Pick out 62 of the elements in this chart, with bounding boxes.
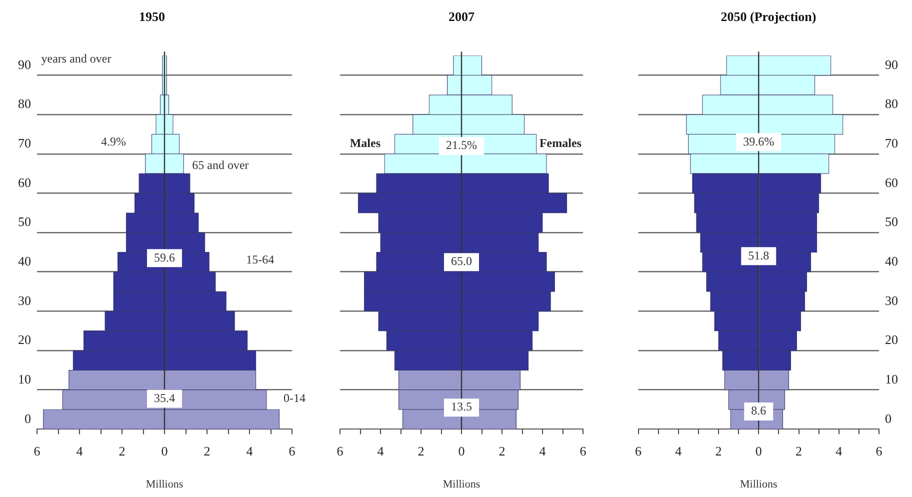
x-tick-label: 4 (836, 443, 843, 458)
x-tick-label: 6 (288, 443, 296, 458)
y-tick-label: 20 (885, 332, 898, 348)
y-tick-label: 70 (18, 136, 31, 151)
x-tick-label: 0 (161, 443, 168, 458)
x-tick-label: 0 (755, 443, 762, 458)
y-tick-label: 20 (18, 332, 31, 348)
y-tick-label: 50 (885, 214, 898, 230)
x-tick-label: 2 (204, 443, 210, 458)
x-tick-label: 4 (539, 443, 546, 458)
y-tick-label: 80 (885, 96, 898, 112)
x-tick-label: 2 (796, 443, 802, 458)
annotation: 21.5% (446, 138, 477, 152)
x-tick-label: 4 (675, 443, 682, 458)
y-tick-label: 60 (885, 174, 898, 190)
y-tick-label: 10 (885, 371, 898, 386)
annotation: 13.5 (451, 400, 472, 414)
y-tick-label: 90 (18, 56, 31, 72)
x-tick-label: 6 (635, 443, 642, 458)
x-tick-label: 4 (377, 443, 384, 458)
chart-title: 1950 (139, 9, 165, 24)
annotation: 8.6 (751, 404, 766, 418)
annotation: 0-14 (284, 390, 306, 405)
x-axis-title: Millions (146, 478, 184, 490)
annotation: 65 and over (192, 158, 249, 172)
y-tick-label: 10 (18, 371, 31, 386)
y-tick-label: 40 (18, 253, 31, 268)
y-tick-label: 80 (18, 96, 31, 112)
annotation: 4.9% (101, 134, 126, 148)
annotation: 59.6 (154, 250, 175, 264)
y-tick-label: 30 (885, 292, 898, 308)
chart-title: 2007 (448, 9, 475, 24)
x-axis-title: Millions (740, 478, 778, 490)
series-label: Males (350, 136, 381, 150)
x-tick-label: 2 (715, 443, 722, 458)
y-tick-label: 30 (18, 292, 31, 308)
x-tick-label: 0 (458, 443, 465, 458)
annotation: 15-64 (246, 252, 274, 266)
x-tick-label: 4 (76, 443, 84, 458)
x-axis-title: Millions (442, 478, 480, 490)
x-tick-label: 2 (118, 443, 126, 458)
x-tick-label: 6 (876, 443, 883, 458)
chart-title: 2050 (Projection) (720, 9, 816, 24)
annotation: years and over (41, 52, 112, 66)
y-tick-label: 0 (885, 410, 892, 426)
y-tick-label: 60 (18, 174, 31, 190)
annotation: 39.6% (743, 134, 774, 148)
annotation: 65.0 (451, 254, 472, 268)
y-tick-label: 50 (18, 214, 31, 230)
x-tick-label: 2 (498, 443, 506, 458)
x-tick-label: 2 (418, 443, 424, 458)
x-tick-label: 6 (580, 443, 587, 458)
annotation: 51.8 (748, 248, 770, 262)
series-label: Females (539, 136, 582, 150)
annotation: 35.4 (154, 390, 175, 405)
x-tick-label: 6 (34, 443, 41, 458)
y-tick-label: 90 (885, 56, 898, 72)
y-tick-label: 70 (885, 136, 898, 151)
x-tick-label: 6 (336, 443, 344, 458)
y-tick-label: 40 (885, 253, 898, 268)
x-tick-label: 4 (246, 443, 254, 458)
y-tick-label: 0 (24, 410, 31, 426)
